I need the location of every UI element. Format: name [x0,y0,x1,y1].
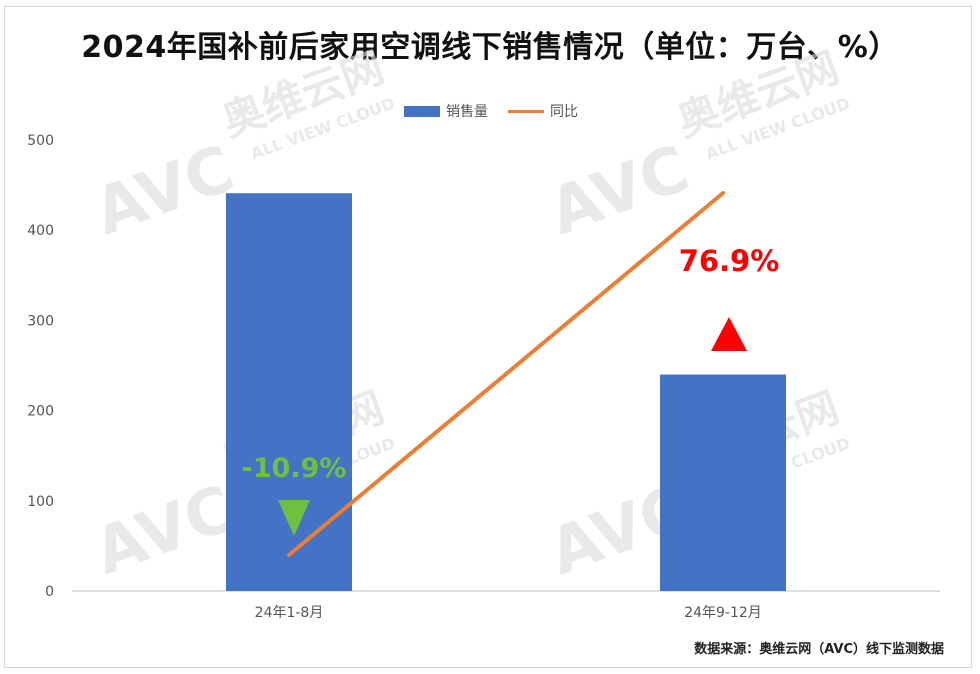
y-tick-label: 200 [27,404,54,420]
legend-swatch-bar [404,105,440,117]
y-tick-label: 500 [27,133,54,149]
bar-1 [660,374,786,591]
up-arrow-icon [711,317,747,351]
legend-swatch-line [508,109,544,113]
yoy-label: 76.9% [679,244,780,278]
yoy-label: -10.9% [242,453,347,484]
legend-label-bar: 销售量 [446,104,488,120]
chart-legend: 销售量 同比 [404,103,578,120]
y-tick-label: 300 [27,313,54,329]
svg-text:AVC: AVC [85,472,243,590]
x-tick-label: 24年9-12月 [684,605,762,621]
y-tick-label: 0 [45,584,54,600]
yoy-line [287,191,725,557]
svg-text:AVC: AVC [85,132,243,250]
y-tick-label: 400 [27,223,54,239]
chart-frame [4,6,972,668]
y-tick-label: 100 [27,494,54,510]
data-source-note: 数据来源：奥维云网（AVC）线下监测数据 [694,642,944,657]
down-arrow-icon [278,500,310,536]
legend-label-line: 同比 [550,104,578,120]
chart-title: 2024年国补前后家用空调线下销售情况（单位：万台、%） [81,30,899,65]
x-tick-label: 24年1-8月 [255,605,324,621]
bar-0 [226,193,352,591]
